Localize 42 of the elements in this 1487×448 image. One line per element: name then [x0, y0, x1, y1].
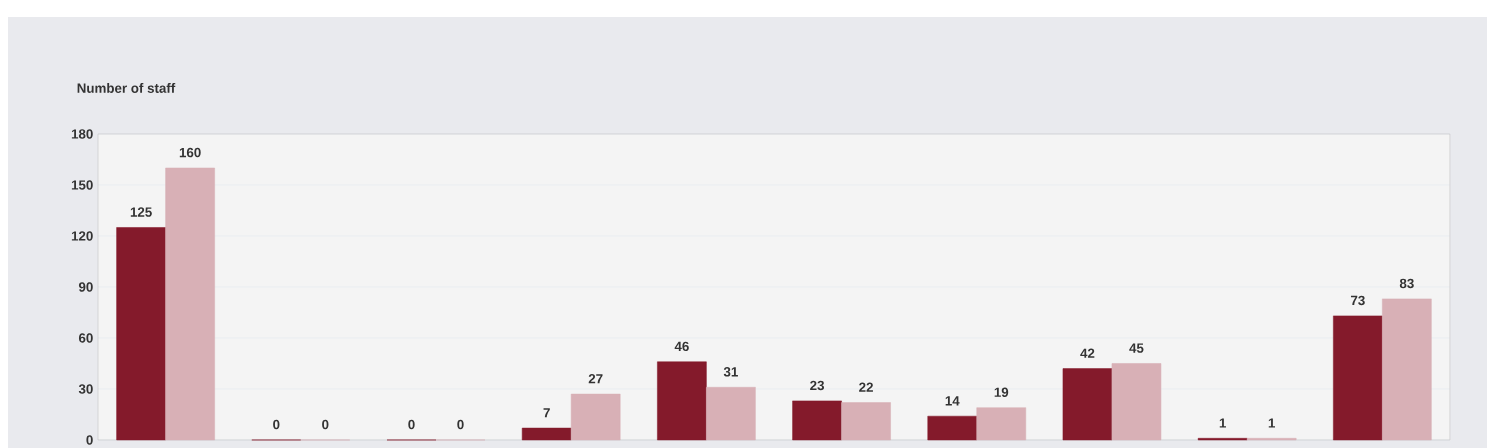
- data-label: 46: [674, 341, 689, 352]
- bar: [1333, 315, 1383, 441]
- bar: [521, 427, 572, 441]
- data-label: 22: [859, 382, 873, 392]
- data-label: 27: [588, 374, 603, 384]
- bar: [927, 415, 978, 441]
- y-axis-title: Number of staff: [77, 83, 176, 93]
- data-label: 45: [1129, 343, 1144, 353]
- bar: [116, 227, 166, 441]
- bar: [1111, 363, 1162, 441]
- data-label: 23: [810, 380, 825, 391]
- bar: [841, 402, 891, 441]
- data-label: 7: [543, 408, 550, 418]
- bar: [570, 393, 621, 441]
- y-tick-label: 180: [71, 129, 93, 139]
- y-tick-label: 150: [71, 180, 93, 190]
- data-label: 160: [179, 147, 201, 158]
- bar: [657, 361, 707, 441]
- data-label: 73: [1350, 295, 1365, 306]
- data-label: 1: [1268, 418, 1275, 428]
- bar: [706, 387, 756, 441]
- y-tick-label: 90: [78, 282, 93, 292]
- data-label: 0: [457, 419, 464, 430]
- data-label: 125: [130, 207, 152, 217]
- data-label: 19: [994, 387, 1009, 397]
- bar: [976, 407, 1027, 441]
- data-label: 0: [322, 419, 329, 430]
- y-tick-label: 60: [78, 333, 93, 343]
- data-label: 14: [945, 396, 960, 406]
- y-tick-label: 0: [86, 435, 93, 445]
- bar: [1382, 298, 1432, 441]
- data-label: 0: [408, 419, 415, 430]
- bar: [1062, 368, 1113, 441]
- data-label: 1: [1219, 418, 1226, 428]
- y-tick-label: 120: [71, 231, 93, 241]
- data-label: 0: [273, 419, 280, 430]
- bar: [792, 400, 842, 441]
- bar: [165, 167, 215, 441]
- y-tick-label: 30: [78, 384, 93, 394]
- data-label: 83: [1399, 278, 1414, 289]
- data-label: 31: [723, 367, 738, 377]
- data-label: 42: [1080, 348, 1095, 358]
